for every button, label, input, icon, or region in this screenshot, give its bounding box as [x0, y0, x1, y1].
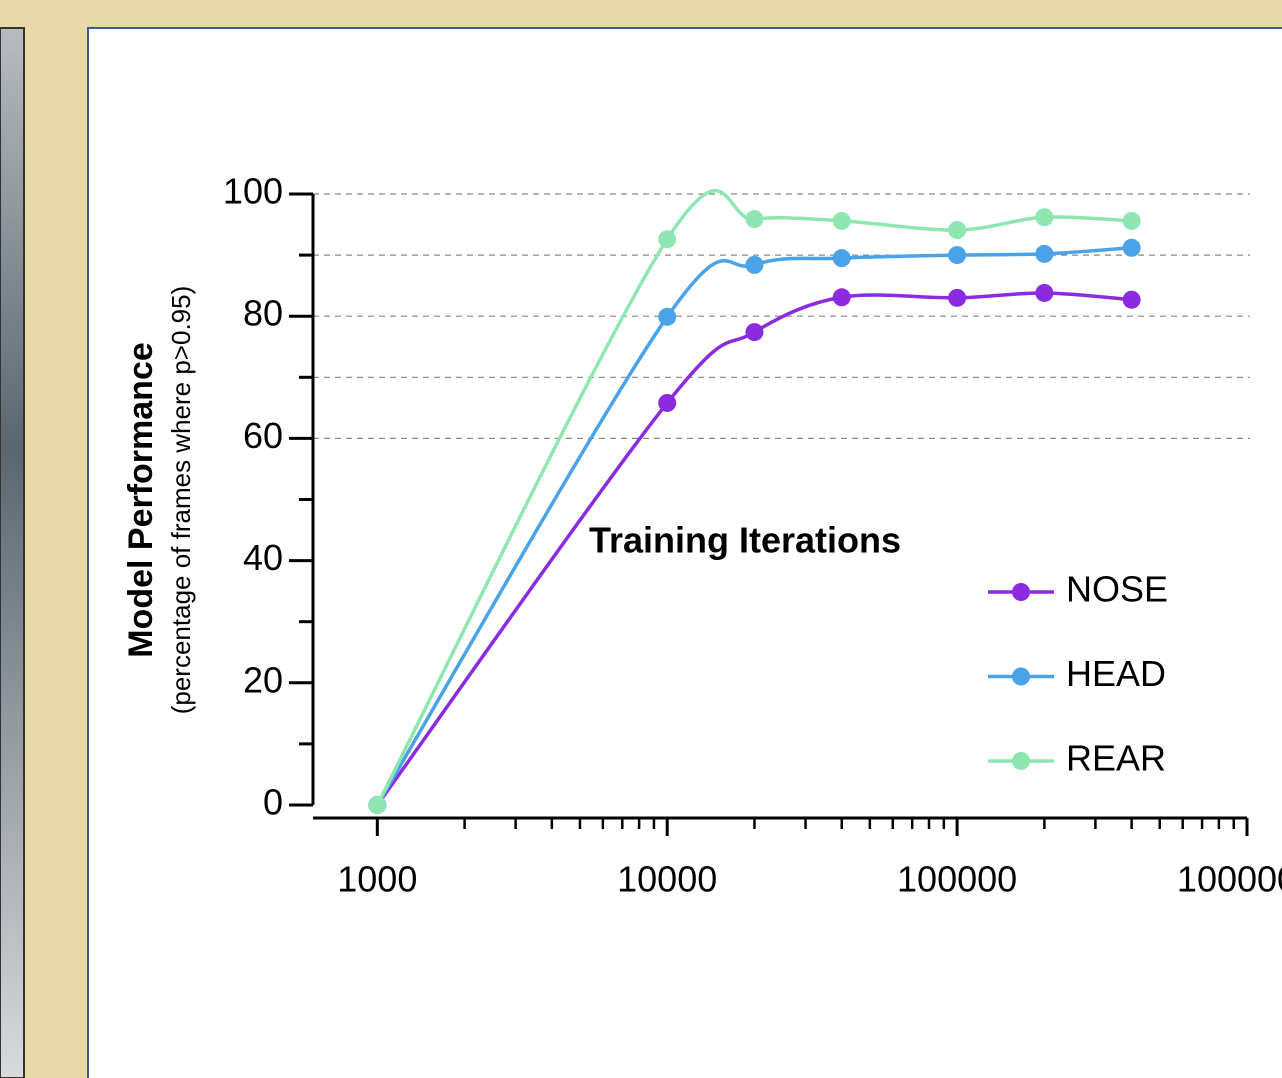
- series-line: [375, 246, 1132, 806]
- data-point: [368, 796, 387, 814]
- x-tick-label: 100000: [897, 859, 1017, 900]
- data-point: [1122, 238, 1141, 257]
- y-tick-label: 40: [243, 537, 283, 578]
- data-point: [658, 230, 677, 249]
- legend-label: REAR: [1066, 738, 1166, 779]
- x-axis-title: Training Iterations: [589, 520, 901, 561]
- data-point: [1122, 290, 1141, 309]
- y-axis-subtitle: (percentage of frames where p>0.95): [166, 286, 196, 715]
- data-point: [1035, 208, 1054, 227]
- legend-label: NOSE: [1066, 569, 1168, 610]
- data-point: [658, 307, 677, 326]
- data-point: [745, 323, 764, 342]
- series-line: [375, 291, 1132, 807]
- data-point: [745, 210, 764, 229]
- side-photo: [0, 27, 25, 1078]
- legend-label: HEAD: [1066, 653, 1166, 694]
- data-point: [948, 221, 967, 240]
- data-point: [948, 288, 967, 307]
- legend-marker: [1012, 752, 1030, 770]
- legend-marker: [1012, 667, 1030, 686]
- y-tick-label: 60: [243, 415, 283, 456]
- data-point: [658, 393, 677, 412]
- data-point: [832, 288, 851, 307]
- x-tick-label: 1000: [337, 859, 417, 900]
- y-axis-title: Model Performance: [122, 342, 160, 658]
- data-point: [1035, 283, 1054, 302]
- data-point: [1122, 211, 1141, 230]
- data-point: [1035, 244, 1054, 263]
- data-point: [948, 246, 967, 265]
- data-point: [745, 255, 764, 274]
- y-tick-label: 20: [243, 659, 283, 700]
- y-tick-label: 80: [243, 293, 283, 334]
- y-tick-label: 100: [223, 171, 283, 212]
- y-tick-label: 0: [263, 782, 283, 823]
- data-point: [832, 249, 851, 268]
- data-point: [832, 211, 851, 230]
- legend-marker: [1012, 583, 1030, 601]
- x-tick-label: 1000000: [1177, 859, 1282, 900]
- x-tick-label: 10000: [617, 859, 717, 900]
- panel: [87, 27, 1282, 1078]
